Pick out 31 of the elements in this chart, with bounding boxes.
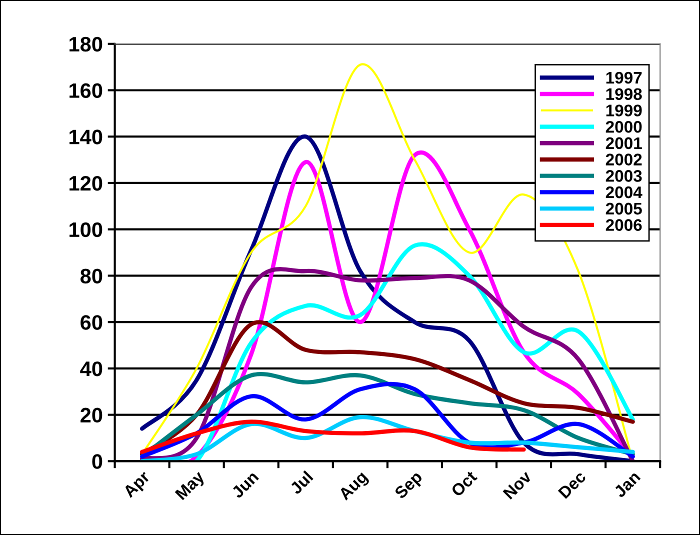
x-tick-label: May — [174, 470, 208, 503]
x-tick-label: Oct — [450, 470, 478, 498]
x-tick-label: Aug — [338, 470, 370, 504]
y-tick-label: 20 — [80, 408, 102, 423]
legend-label: 1997 — [606, 72, 642, 84]
y-tick-label: 120 — [70, 176, 102, 191]
legend-label: 2004 — [606, 186, 642, 198]
x-tick-label: Dec — [558, 470, 587, 499]
legend-label: 1999 — [606, 104, 642, 116]
x-tick-label: Jun — [230, 470, 260, 499]
legend-label: 2006 — [606, 219, 642, 231]
line-series — [140, 420, 526, 454]
x-tick-label: Apr — [122, 470, 153, 500]
y-tick-label: 160 — [70, 83, 102, 98]
y-tick-label: 0 — [92, 454, 102, 469]
legend-label: 1998 — [606, 88, 642, 100]
x-tick-label: Jul — [288, 470, 314, 496]
x-tick-label: Sep — [394, 470, 426, 502]
legend-label: 2001 — [606, 137, 642, 150]
legend-label: 2002 — [606, 154, 642, 166]
legend-label: 2003 — [606, 170, 642, 182]
y-tick-label: 140 — [70, 130, 102, 144]
y-tick-label: 100 — [70, 222, 102, 238]
legend-label: 2005 — [606, 202, 642, 215]
y-tick-label: 180 — [70, 36, 102, 52]
legend-label: 2000 — [606, 120, 642, 133]
y-tick-label: 60 — [80, 315, 102, 330]
y-tick-label: 80 — [80, 268, 102, 284]
x-tick-label: Jan — [613, 470, 641, 498]
x-tick-label: Nov — [502, 470, 532, 500]
y-tick-label: 40 — [80, 361, 102, 376]
